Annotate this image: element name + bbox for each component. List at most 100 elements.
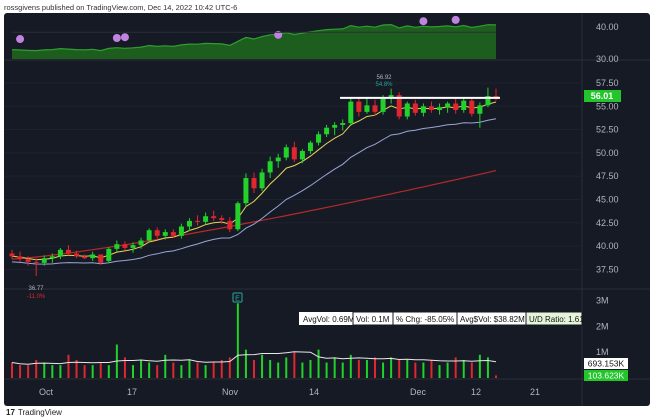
volume-bar xyxy=(382,362,385,378)
candle-body xyxy=(49,256,55,259)
low-pct-label: -11.0% xyxy=(27,294,46,300)
candle-body xyxy=(267,161,273,173)
price-tick-label: 45.00 xyxy=(596,194,619,204)
stat-avgvol: AvgVol: 0.69M xyxy=(303,315,355,324)
volume-axis[interactable]: 3M 2M 1M xyxy=(596,296,609,358)
price-tick-label: 50.00 xyxy=(596,148,619,158)
candle-body xyxy=(178,226,184,236)
volume-bar xyxy=(51,365,54,378)
candle-body xyxy=(364,105,370,112)
volume-bar xyxy=(43,362,46,378)
candle-body xyxy=(380,97,386,112)
candle-body xyxy=(65,249,71,254)
candle-body xyxy=(275,157,281,162)
volume-bar xyxy=(470,362,473,378)
candle-body xyxy=(356,101,362,112)
candle-body xyxy=(428,106,434,111)
volume-bar xyxy=(478,354,481,378)
x-tick-oct: Oct xyxy=(39,387,54,397)
last-price-badge xyxy=(584,90,621,102)
candle-body xyxy=(461,100,467,111)
volume-bar xyxy=(75,359,78,378)
stat-vol: Vol: 0.1M xyxy=(356,315,390,324)
rs-new-high-marker xyxy=(112,34,121,42)
volume-bar xyxy=(357,359,360,378)
candle-body xyxy=(340,123,346,125)
rs-new-high-marker xyxy=(120,33,129,42)
candle-body xyxy=(388,95,394,98)
volume-bars xyxy=(11,303,497,378)
rs-new-high-marker xyxy=(451,15,460,24)
candle-body xyxy=(33,261,39,263)
candle-body xyxy=(348,101,354,124)
volume-bar xyxy=(374,357,376,378)
high-price-label: 56.92 xyxy=(376,75,392,81)
volume-bar xyxy=(406,359,409,378)
chart-area[interactable]: 40.00 30.00 57.50 55.00 52.50 50.00 47.50 45.… xyxy=(4,13,650,406)
candle-body xyxy=(211,216,217,219)
candle-body xyxy=(41,258,47,263)
x-tick-nov: Nov xyxy=(222,387,239,397)
stats-bar: AvgVol: 0.69M Vol: 0.1M % Chg: -85.05% A… xyxy=(299,311,584,326)
volume-bar xyxy=(19,365,22,378)
footer: 17 TradingView xyxy=(0,406,650,420)
volume-bar xyxy=(293,352,296,378)
candle-body xyxy=(203,216,209,222)
volume-bar xyxy=(398,359,401,378)
candle-body xyxy=(243,178,249,204)
volume-bar xyxy=(349,354,352,378)
tradingview-logo: 17 xyxy=(6,408,15,417)
volume-bar xyxy=(390,357,393,378)
volume-bar xyxy=(188,359,191,378)
volume-bar xyxy=(325,362,328,378)
candle-body xyxy=(9,253,15,257)
volume-bar xyxy=(285,357,288,378)
volume-bar xyxy=(317,349,320,378)
volume-bar xyxy=(438,365,441,378)
candle-body xyxy=(372,105,378,112)
tradingview-brand: TradingView xyxy=(17,408,62,417)
volume-bar xyxy=(148,362,151,378)
volume-bar xyxy=(341,362,344,378)
volume-bar xyxy=(277,362,280,378)
volume-bar xyxy=(196,362,199,378)
volume-bar xyxy=(11,362,13,378)
volume-bar xyxy=(236,303,239,378)
candle-body xyxy=(493,96,499,98)
candle-body xyxy=(291,147,297,160)
volume-bar xyxy=(414,362,417,378)
candle-body xyxy=(98,254,104,263)
earnings-marker[interactable] xyxy=(232,292,243,303)
candle-body xyxy=(195,220,201,222)
upper-tick-1: 40.00 xyxy=(596,22,619,32)
candle-body xyxy=(146,230,152,241)
volume-bar xyxy=(365,359,368,378)
volume-bar xyxy=(123,357,126,378)
price-tick-label: 47.50 xyxy=(596,171,619,181)
candle-body xyxy=(332,124,338,128)
volume-bar xyxy=(91,365,94,378)
price-tick-label: 40.00 xyxy=(596,241,619,251)
candle-body xyxy=(251,178,257,189)
candle-body xyxy=(453,103,459,111)
candle-body xyxy=(437,107,443,111)
volume-bar xyxy=(446,362,449,378)
candle-body xyxy=(412,103,418,113)
candle-body xyxy=(186,220,192,227)
candle-body xyxy=(82,256,88,259)
rs-area xyxy=(12,24,496,60)
volume-bar xyxy=(430,359,433,378)
candle-body xyxy=(114,244,120,249)
candle-body xyxy=(90,254,96,259)
price-tick-label: 37.50 xyxy=(596,264,619,274)
price-axis[interactable]: 57.50 55.00 52.50 50.00 47.50 45.00 42.50 40.00… xyxy=(4,78,619,274)
price-chart[interactable]: 40.00 30.00 57.50 55.00 52.50 50.00 47.50 45.… xyxy=(4,13,650,406)
candle-body xyxy=(259,172,265,189)
volume-bar xyxy=(253,359,255,378)
volume-bar xyxy=(261,354,264,378)
volume-bar xyxy=(107,365,110,378)
upper-tick-2: 30.00 xyxy=(596,54,619,64)
candle-body xyxy=(227,220,233,230)
stat-udratio-box xyxy=(525,311,583,326)
